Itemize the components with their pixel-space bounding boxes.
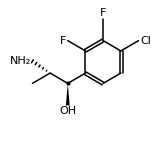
Text: OH: OH <box>59 106 76 116</box>
Text: Cl: Cl <box>140 36 151 46</box>
Text: NH₂: NH₂ <box>10 56 31 66</box>
Text: F: F <box>100 8 106 18</box>
Text: F: F <box>60 36 66 46</box>
Polygon shape <box>66 83 70 105</box>
